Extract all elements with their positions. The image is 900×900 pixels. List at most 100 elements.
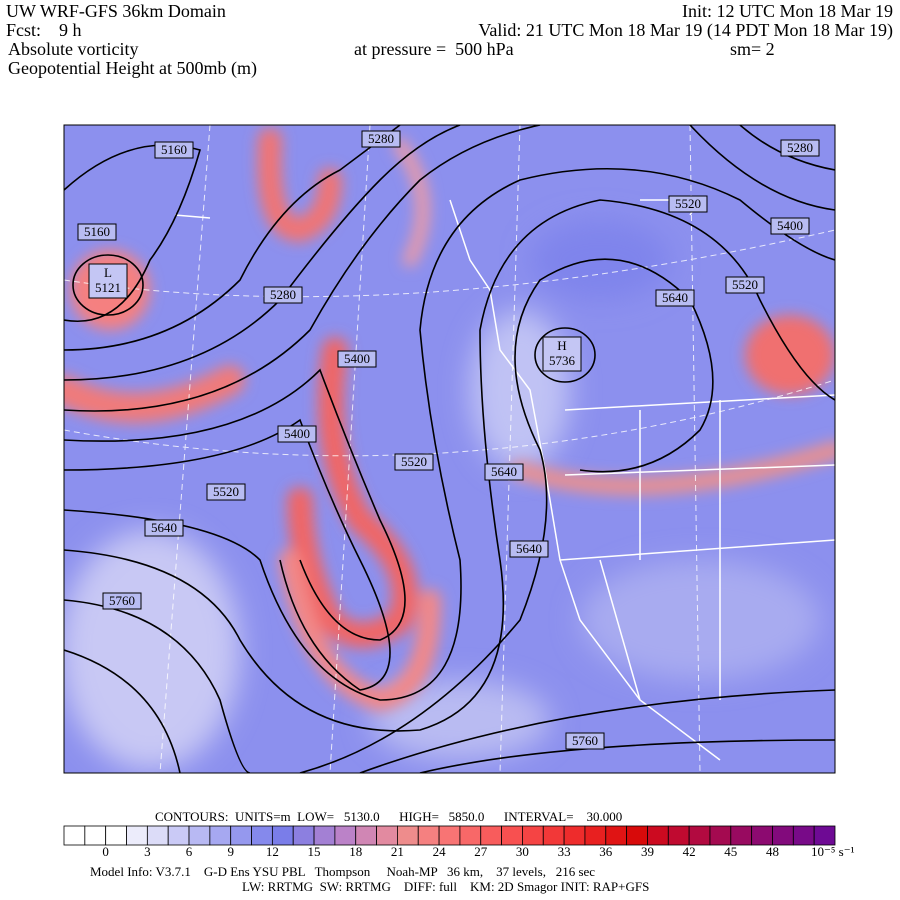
contour-label: 5280 — [787, 140, 813, 155]
colorbar-cell — [271, 825, 294, 846]
center-box — [88, 263, 128, 299]
colorbar-cell — [397, 825, 419, 846]
colorbar-cell — [313, 825, 336, 846]
colorbar-tick-label: 18 — [349, 844, 362, 859]
contour-label: 5400 — [777, 218, 803, 233]
contour-label: 5640 — [516, 541, 542, 556]
map — [64, 125, 835, 773]
colorbar-cell — [230, 825, 252, 846]
model-info: Model Info: V3.7.1 G-D Ens YSU PBL Thomp… — [90, 864, 595, 879]
colorbar-tick-label: 6 — [186, 844, 193, 859]
pressure-level: at pressure = 500 hPa — [354, 39, 514, 59]
colorbar-tick-label: 0 — [102, 844, 109, 859]
colorbar-cell — [772, 825, 794, 846]
colorbar-cell — [730, 825, 753, 846]
colorbar-tick-label: 48 — [766, 844, 779, 859]
colorbar-cell — [626, 825, 648, 846]
contour-label: 5160 — [161, 142, 187, 157]
contour-label-box — [206, 483, 246, 501]
contour-label-box — [154, 141, 194, 159]
colorbar-cell — [751, 825, 773, 846]
contour-labels: 5160 5280 5280 5160 5280 5520 5400 5520 5640 5400… — [77, 130, 820, 750]
contour-label-box — [770, 217, 810, 235]
contour-info: CONTOURS: UNITS=m LOW= 5130.0 HIGH= 5850… — [155, 809, 622, 824]
contour-label: 5520 — [675, 196, 701, 211]
center-symbol: L — [104, 265, 112, 280]
colorbar-tick-label: 15 — [308, 844, 321, 859]
colorbar-cell — [376, 825, 398, 846]
contour-label: 5520 — [732, 277, 758, 292]
smoothing: sm= 2 — [730, 39, 775, 59]
contour-label: 5400 — [284, 426, 310, 441]
colorbar-tick-label: 30 — [516, 844, 529, 859]
colorbar-cell — [84, 825, 107, 846]
colorbar-tick-label: 12 — [266, 844, 279, 859]
contour-label-box — [337, 350, 377, 368]
contour-label-box — [263, 286, 303, 304]
colorbar-cell — [522, 825, 544, 846]
colorbar-cell — [105, 825, 127, 846]
init-time: Init: 12 UTC Mon 18 Mar 19 — [682, 1, 893, 21]
colorbar-tick-label: 33 — [558, 844, 571, 859]
colorbar-cell — [459, 825, 482, 846]
colorbar-tick-label: 3 — [144, 844, 151, 859]
contour-label-box — [565, 732, 605, 750]
colorbar-cell — [584, 825, 607, 846]
colorbar-tick-label: 9 — [227, 844, 234, 859]
contour-label: 5640 — [151, 520, 177, 535]
contour-label: 5760 — [572, 733, 598, 748]
colorbar-cell — [167, 825, 190, 846]
colorbar-cell — [251, 825, 273, 846]
colorbar-cell — [126, 825, 148, 846]
contour-label-box — [102, 592, 142, 610]
height-contours — [64, 125, 835, 773]
contour-label-box — [484, 463, 524, 481]
colorbar-tick-label: 21 — [391, 844, 404, 859]
coastlines-borders — [174, 199, 835, 761]
colorbar-cell — [438, 825, 461, 846]
colorbar-cell — [146, 825, 169, 846]
colorbar-cell — [605, 825, 628, 846]
center-box — [542, 336, 582, 372]
contour-label-box — [277, 425, 317, 443]
contour-label: 5160 — [84, 224, 110, 239]
contour-label: 5520 — [213, 484, 239, 499]
colorbar-unit: 10⁻⁵ s⁻¹ — [811, 844, 855, 859]
contour-label-box — [780, 139, 820, 157]
colorbar-tick-label: 42 — [683, 844, 696, 859]
contour-label: 5640 — [662, 290, 688, 305]
contour-label-box — [725, 276, 765, 294]
title: UW WRF-GFS 36km Domain — [6, 1, 226, 21]
colorbar-tick-label: 27 — [474, 844, 488, 859]
colorbar-cell — [647, 825, 669, 846]
valid-time: Valid: 21 UTC Mon 18 Mar 19 (14 PDT Mon … — [478, 20, 893, 41]
contour-label: 5280 — [368, 131, 394, 146]
forecast-hour: Fcst: 9 h — [6, 20, 82, 40]
colorbar-cell — [63, 825, 86, 846]
colorbar-cell — [334, 825, 357, 846]
field-name: Absolute vorticity — [8, 39, 138, 59]
colorbar-cell — [417, 825, 440, 846]
overlay-name: Geopotential Height at 500mb (m) — [8, 58, 257, 79]
contour-label-box — [655, 289, 695, 307]
contour-label: 5280 — [270, 287, 296, 302]
colorbar-cell — [563, 825, 586, 846]
colorbar-tick-label: 24 — [433, 844, 447, 859]
contour-label-box — [77, 223, 117, 241]
contour-label: 5520 — [401, 454, 427, 469]
colorbar-cell — [188, 825, 211, 846]
contour-label: 5760 — [109, 593, 135, 608]
center-value: 5736 — [549, 353, 576, 368]
colorbar-tick-label: 39 — [641, 844, 654, 859]
contour-label-box — [144, 519, 184, 537]
colorbar: 0 3 6 9 12 15 18 21 24 27 30 33 36 39 42 45 48 10⁻⁵ s⁻¹ — [63, 825, 855, 859]
contour-label: 5640 — [491, 464, 517, 479]
colorbar-tick-label: 45 — [724, 844, 737, 859]
contour-label-box — [394, 453, 434, 471]
colorbar-cell — [792, 825, 815, 846]
colorbar-cell — [709, 825, 732, 846]
colorbar-cell — [209, 825, 232, 846]
colorbar-cell — [292, 825, 315, 846]
